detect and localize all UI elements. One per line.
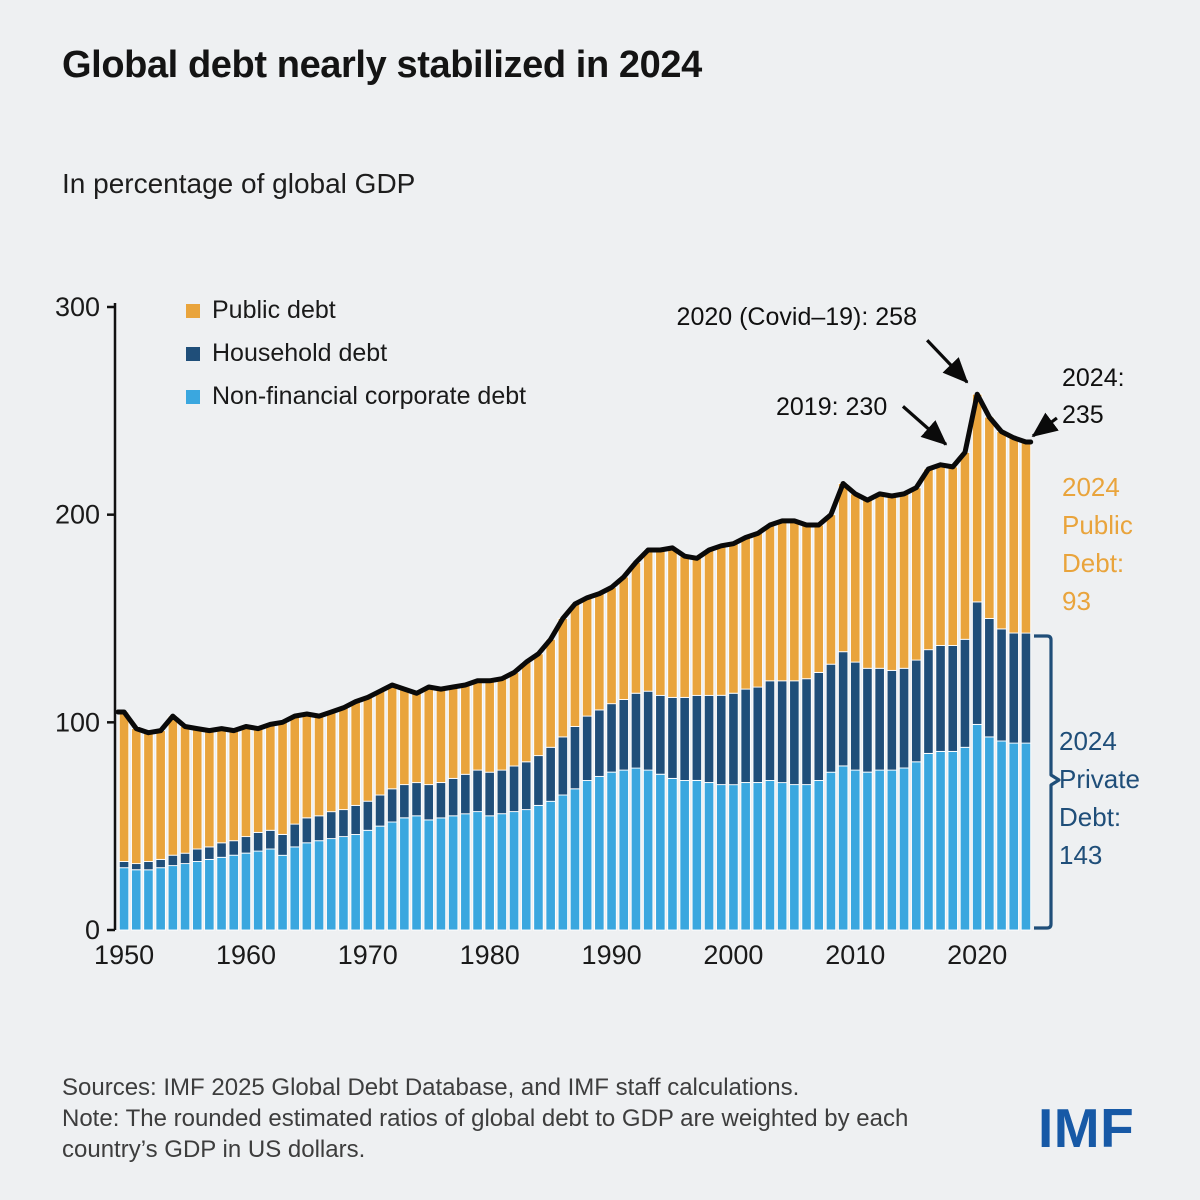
annotation-2019: 2019: 230 xyxy=(776,393,888,421)
svg-text:1980: 1980 xyxy=(460,940,520,970)
legend-item-corporate-debt: Non-financial corporate debt xyxy=(186,382,526,411)
corporate-debt-swatch-icon xyxy=(186,389,200,404)
public-debt-swatch-icon xyxy=(186,303,200,318)
legend-item-household-debt: Household debt xyxy=(186,339,526,368)
svg-text:2020: 2020 xyxy=(947,940,1007,970)
svg-text:1960: 1960 xyxy=(216,940,276,970)
legend-label-corporate-debt: Non-financial corporate debt xyxy=(212,382,527,410)
legend-label-household-debt: Household debt xyxy=(212,339,388,367)
private-debt-2024-label: 2024 Private Debt: 143 xyxy=(1059,726,1140,870)
page-title: Global debt nearly stabilized in 2024 xyxy=(62,44,702,86)
svg-text:1970: 1970 xyxy=(338,940,398,970)
sources-text: Sources: IMF 2025 Global Debt Database, … xyxy=(62,1074,800,1101)
legend-item-public-debt: Public debt xyxy=(186,296,526,325)
household-debt-swatch-icon xyxy=(186,346,200,361)
note-text: Note: The rounded estimated ratios of gl… xyxy=(62,1105,909,1163)
imf-logo: IMF xyxy=(1038,1097,1135,1159)
svg-text:100: 100 xyxy=(55,707,100,737)
svg-text:2010: 2010 xyxy=(825,940,885,970)
svg-text:1990: 1990 xyxy=(582,940,642,970)
annotation-2020-covid: 2020 (Covid–19): 258 xyxy=(676,303,917,331)
annotation-2024: 2024: 235 xyxy=(1062,364,1125,429)
legend: Public debt Household debt Non-financial… xyxy=(186,296,526,425)
svg-text:1950: 1950 xyxy=(94,940,154,970)
svg-text:2000: 2000 xyxy=(703,940,763,970)
public-debt-2024-label: 2024 Public Debt: 93 xyxy=(1062,472,1133,616)
chart-subtitle: In percentage of global GDP xyxy=(62,168,416,199)
footer: Sources: IMF 2025 Global Debt Database, … xyxy=(62,1072,942,1165)
legend-label-public-debt: Public debt xyxy=(212,296,336,324)
svg-text:300: 300 xyxy=(55,292,100,322)
svg-text:200: 200 xyxy=(55,500,100,530)
svg-text:0: 0 xyxy=(85,915,100,945)
